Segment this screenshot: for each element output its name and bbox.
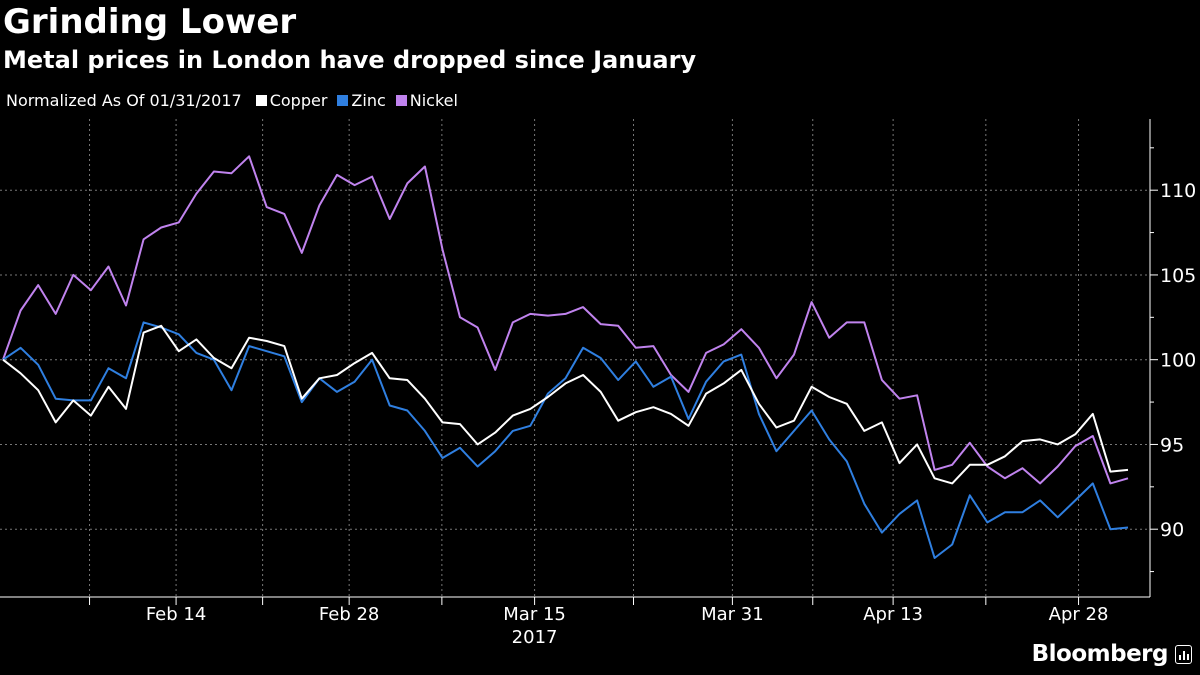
chart-title: Grinding Lower (3, 2, 297, 42)
x-tick-label: Apr 28 (1049, 604, 1109, 625)
bloomberg-logo: Bloomberg (1031, 641, 1169, 667)
x-tick-label: Mar 31 (701, 604, 764, 625)
x-year-label: 2017 (512, 627, 558, 648)
legend-item-copper: Copper (255, 91, 328, 110)
legend-item-nickel: Nickel (395, 91, 458, 110)
series-line-copper (2, 324, 1129, 485)
legend-swatch-nickel (395, 95, 407, 106)
y-tick-label-105: 105 (1160, 265, 1196, 287)
legend-swatch-zinc (337, 95, 349, 106)
x-tick-label: Mar 15 (503, 604, 566, 625)
legend-label-zinc: Zinc (351, 91, 386, 110)
y-tick-label-90: 90 (1160, 519, 1184, 541)
x-tick-label: Feb 14 (146, 604, 207, 625)
y-tick-label-110: 110 (1160, 180, 1196, 202)
y-tick-label-95: 95 (1160, 434, 1184, 456)
bloomberg-chart-icon (1175, 645, 1192, 664)
y-tick-label-100: 100 (1160, 350, 1196, 372)
legend-item-zinc: Zinc (337, 91, 386, 110)
legend-swatch-copper (255, 95, 267, 106)
series-line-nickel (2, 155, 1129, 485)
chart-subtitle: Metal prices in London have dropped sinc… (3, 46, 697, 74)
normalization-note: Normalized As Of 01/31/2017 (6, 91, 242, 110)
series-line-zinc (2, 321, 1129, 559)
x-tick-label: Apr 13 (863, 604, 923, 625)
legend-label-copper: Copper (269, 91, 328, 110)
x-tick-label: Feb 28 (319, 604, 380, 625)
legend-label-nickel: Nickel (409, 91, 458, 110)
chart-legend: Normalized As Of 01/31/2017 Copper Zinc … (6, 91, 458, 110)
